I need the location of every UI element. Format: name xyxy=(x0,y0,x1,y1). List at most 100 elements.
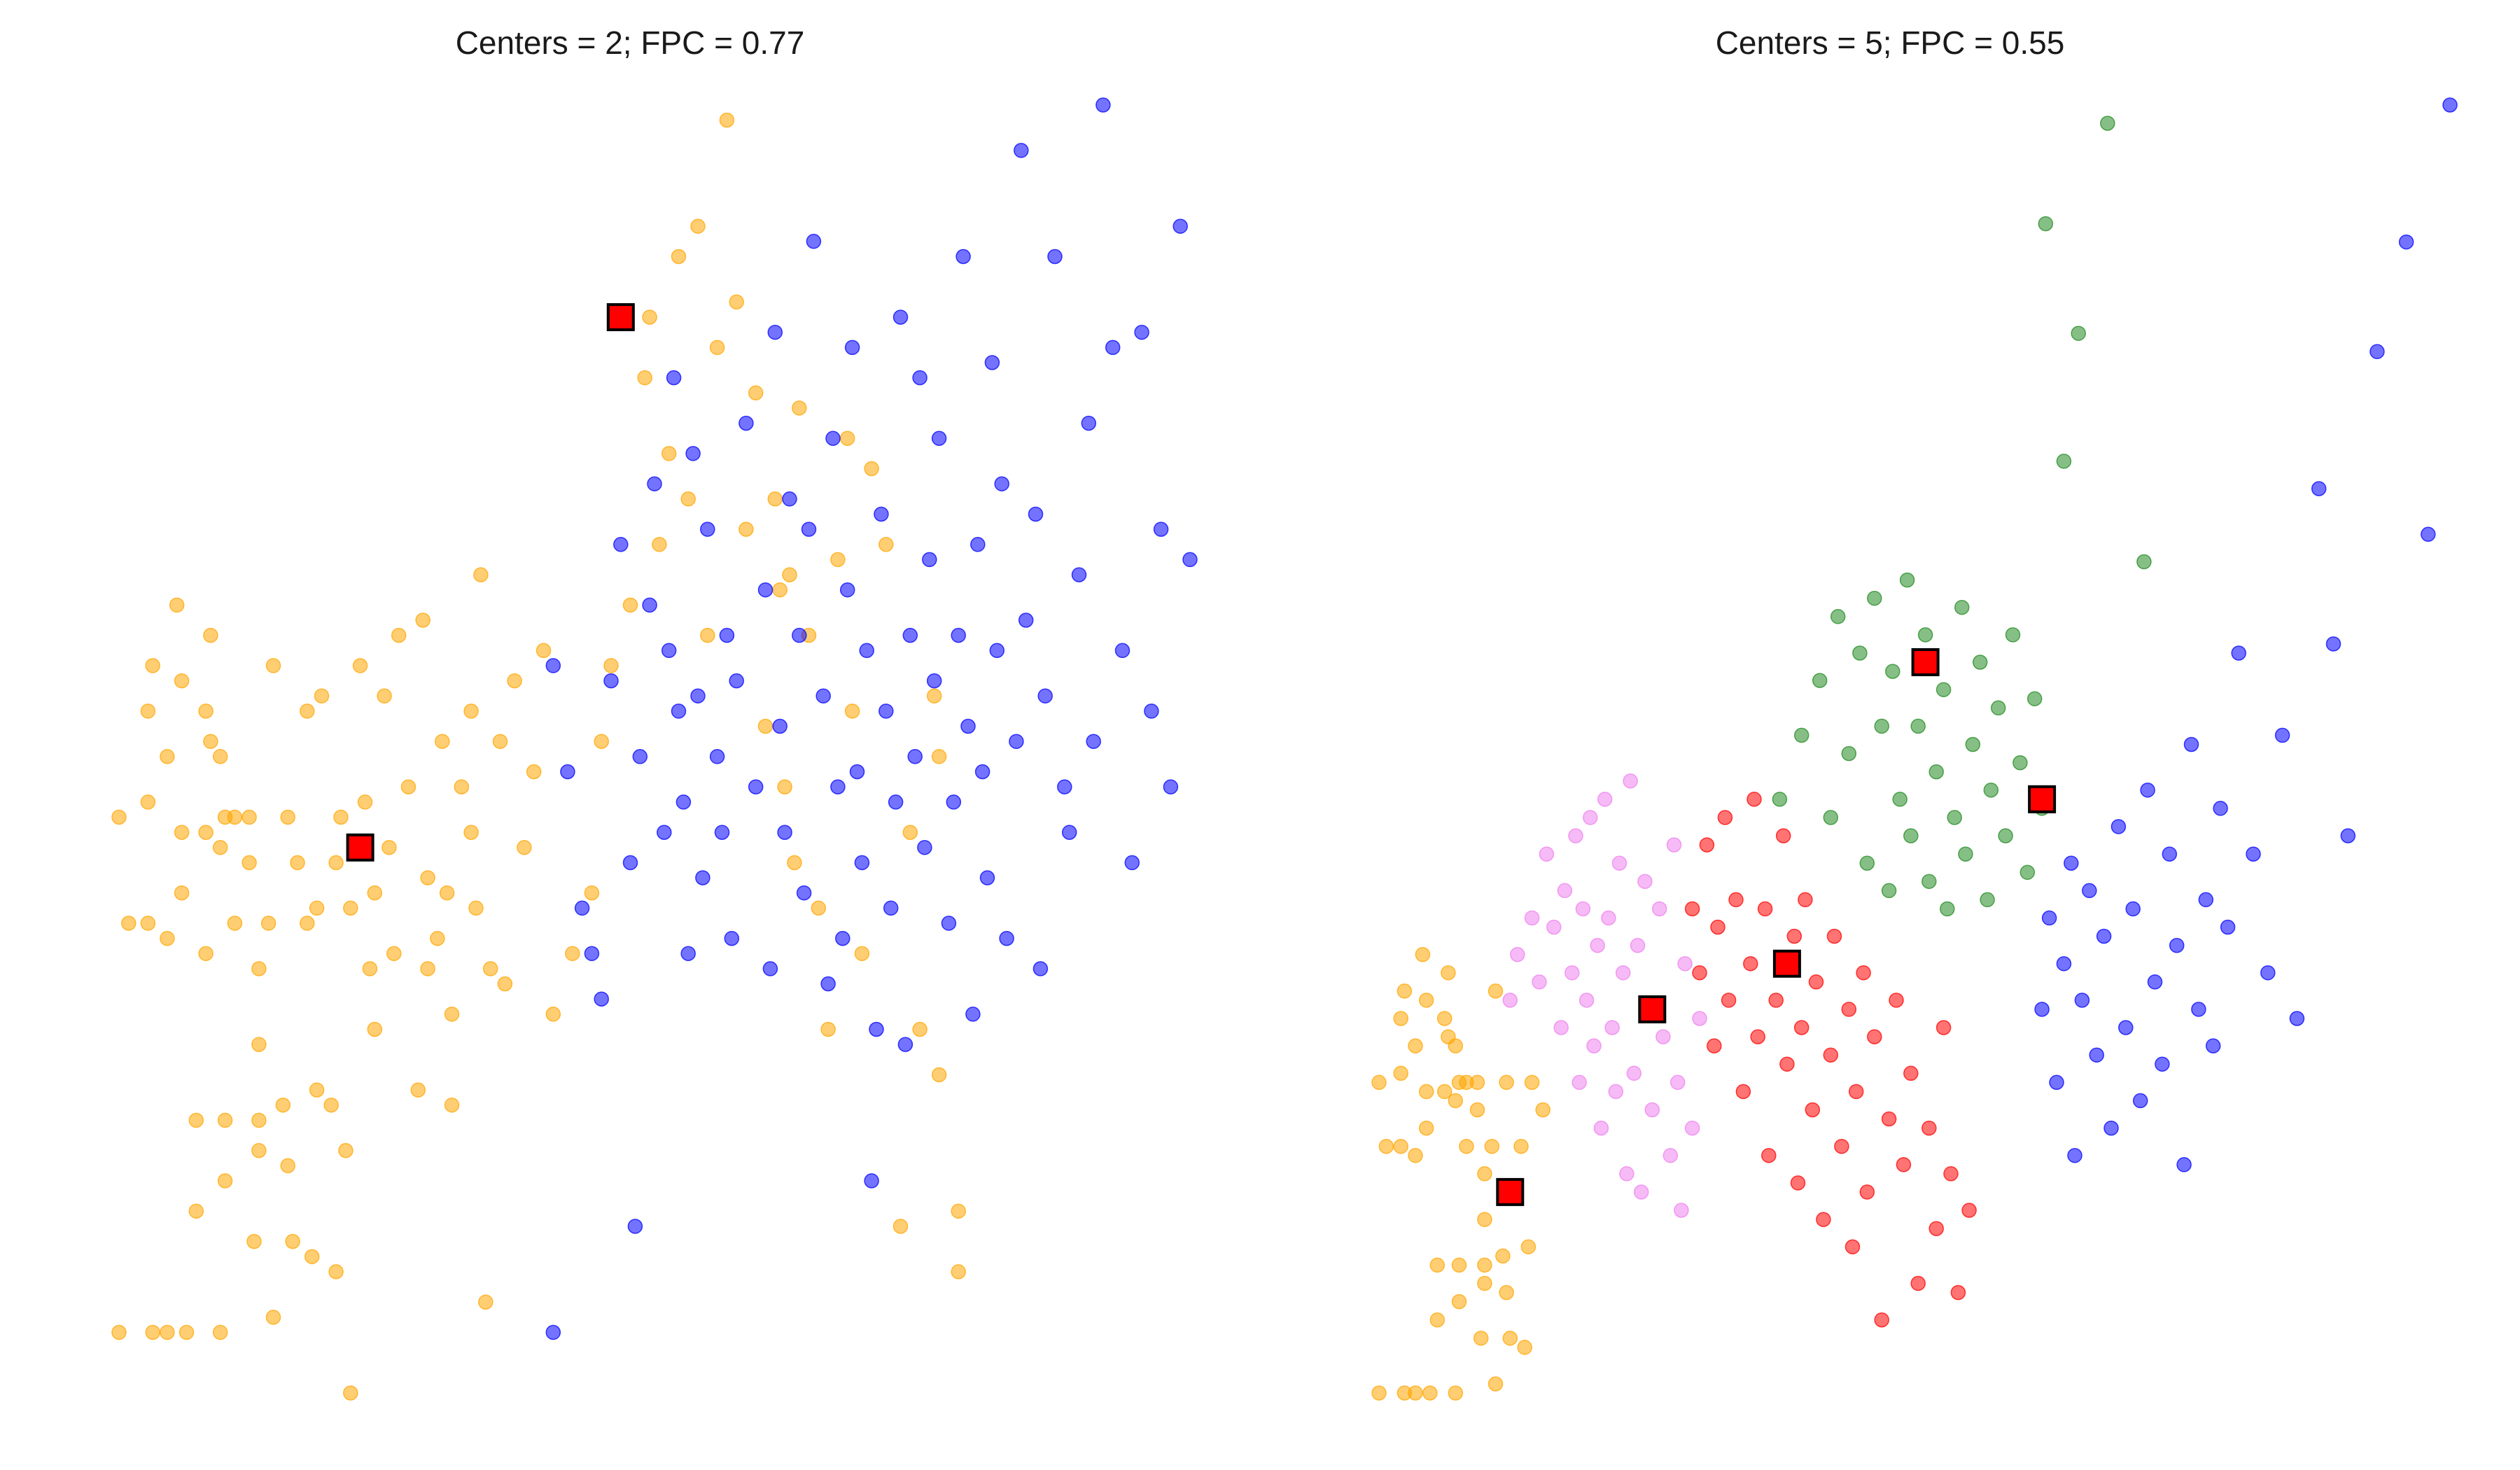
data-point xyxy=(1422,1385,1438,1401)
data-point xyxy=(1859,1184,1875,1200)
data-point xyxy=(1633,1184,1649,1200)
data-point xyxy=(1662,1147,1679,1163)
data-point xyxy=(1578,993,1595,1008)
data-point xyxy=(709,340,725,356)
data-point xyxy=(1790,1175,1806,1191)
data-point xyxy=(463,704,479,719)
data-point xyxy=(603,673,619,689)
data-point xyxy=(782,567,797,582)
data-point xyxy=(1630,937,1646,953)
data-point xyxy=(844,340,860,356)
data-point xyxy=(1469,1074,1485,1091)
data-point xyxy=(2096,928,2112,944)
data-point xyxy=(999,930,1014,946)
data-point xyxy=(314,688,330,704)
data-point xyxy=(1684,1120,1700,1136)
data-point xyxy=(951,1264,966,1280)
data-point xyxy=(251,1037,267,1052)
data-point xyxy=(690,688,706,704)
data-point xyxy=(1495,1248,1511,1264)
data-point xyxy=(454,779,470,794)
data-point xyxy=(1958,846,1973,862)
data-point xyxy=(767,324,783,340)
data-point xyxy=(1841,1002,1857,1017)
data-point xyxy=(1477,1166,1492,1182)
data-point xyxy=(1418,1084,1434,1100)
data-point xyxy=(1983,782,1999,798)
data-point xyxy=(1568,828,1583,844)
data-point xyxy=(1670,1074,1686,1091)
data-point xyxy=(1808,974,1824,990)
data-point xyxy=(265,1310,281,1325)
data-point xyxy=(1707,1038,1722,1054)
data-point xyxy=(1477,1257,1492,1273)
data-point xyxy=(1921,874,1937,889)
cluster-center-marker xyxy=(606,303,635,332)
data-point xyxy=(1757,901,1773,917)
data-point xyxy=(2140,782,2155,798)
data-point xyxy=(922,552,937,568)
data-point xyxy=(912,370,927,386)
data-point xyxy=(869,1021,884,1037)
data-point xyxy=(1947,810,1962,825)
data-point xyxy=(738,522,754,537)
data-point xyxy=(680,491,696,507)
data-point xyxy=(241,809,257,825)
data-point xyxy=(1826,928,1842,944)
data-point xyxy=(367,885,383,901)
data-point xyxy=(1601,910,1616,926)
data-point xyxy=(622,855,638,871)
data-point xyxy=(203,734,218,749)
data-point xyxy=(1429,1312,1446,1328)
data-point xyxy=(415,612,430,628)
data-point xyxy=(1418,1120,1434,1136)
data-point xyxy=(304,1249,320,1264)
data-point xyxy=(859,643,874,659)
data-point xyxy=(844,704,860,719)
chart-title-right: Centers = 5; FPC = 0.55 xyxy=(1715,24,2065,61)
data-point xyxy=(1881,883,1897,899)
data-point xyxy=(854,855,870,871)
data-point xyxy=(2125,901,2141,917)
data-point xyxy=(140,794,156,810)
data-point xyxy=(1488,983,1504,999)
data-point xyxy=(1823,810,1839,825)
data-point xyxy=(309,900,325,916)
data-point xyxy=(729,673,744,689)
data-point xyxy=(492,734,508,749)
data-point xyxy=(1441,965,1456,981)
data-point xyxy=(782,491,797,507)
data-point xyxy=(145,658,160,673)
data-point xyxy=(410,1082,426,1098)
data-point xyxy=(1980,892,1995,908)
data-point xyxy=(1513,1138,1529,1154)
data-point xyxy=(2019,864,2036,880)
data-point xyxy=(275,1097,291,1113)
data-point xyxy=(1557,883,1573,899)
data-point xyxy=(622,597,638,613)
data-point xyxy=(111,809,127,825)
data-point xyxy=(690,218,706,234)
data-point xyxy=(367,1021,383,1037)
data-point xyxy=(642,309,657,325)
data-point xyxy=(420,961,435,976)
data-point xyxy=(1917,627,1933,643)
data-point xyxy=(1436,1011,1452,1026)
data-point xyxy=(883,900,899,916)
data-point xyxy=(473,567,489,582)
data-point xyxy=(830,779,846,794)
data-point xyxy=(820,1021,836,1037)
data-point xyxy=(1553,1020,1569,1035)
data-point xyxy=(2176,1157,2192,1172)
data-point xyxy=(878,704,894,719)
data-point xyxy=(1459,1138,1474,1154)
data-point xyxy=(2038,216,2054,232)
data-point xyxy=(892,1219,909,1234)
data-point xyxy=(1096,97,1111,113)
data-point xyxy=(1572,1074,1587,1091)
data-point xyxy=(1859,855,1875,871)
data-point xyxy=(1378,1138,1394,1154)
data-point xyxy=(946,794,962,810)
data-point xyxy=(1896,1157,1912,1172)
data-point xyxy=(1524,1074,1540,1091)
